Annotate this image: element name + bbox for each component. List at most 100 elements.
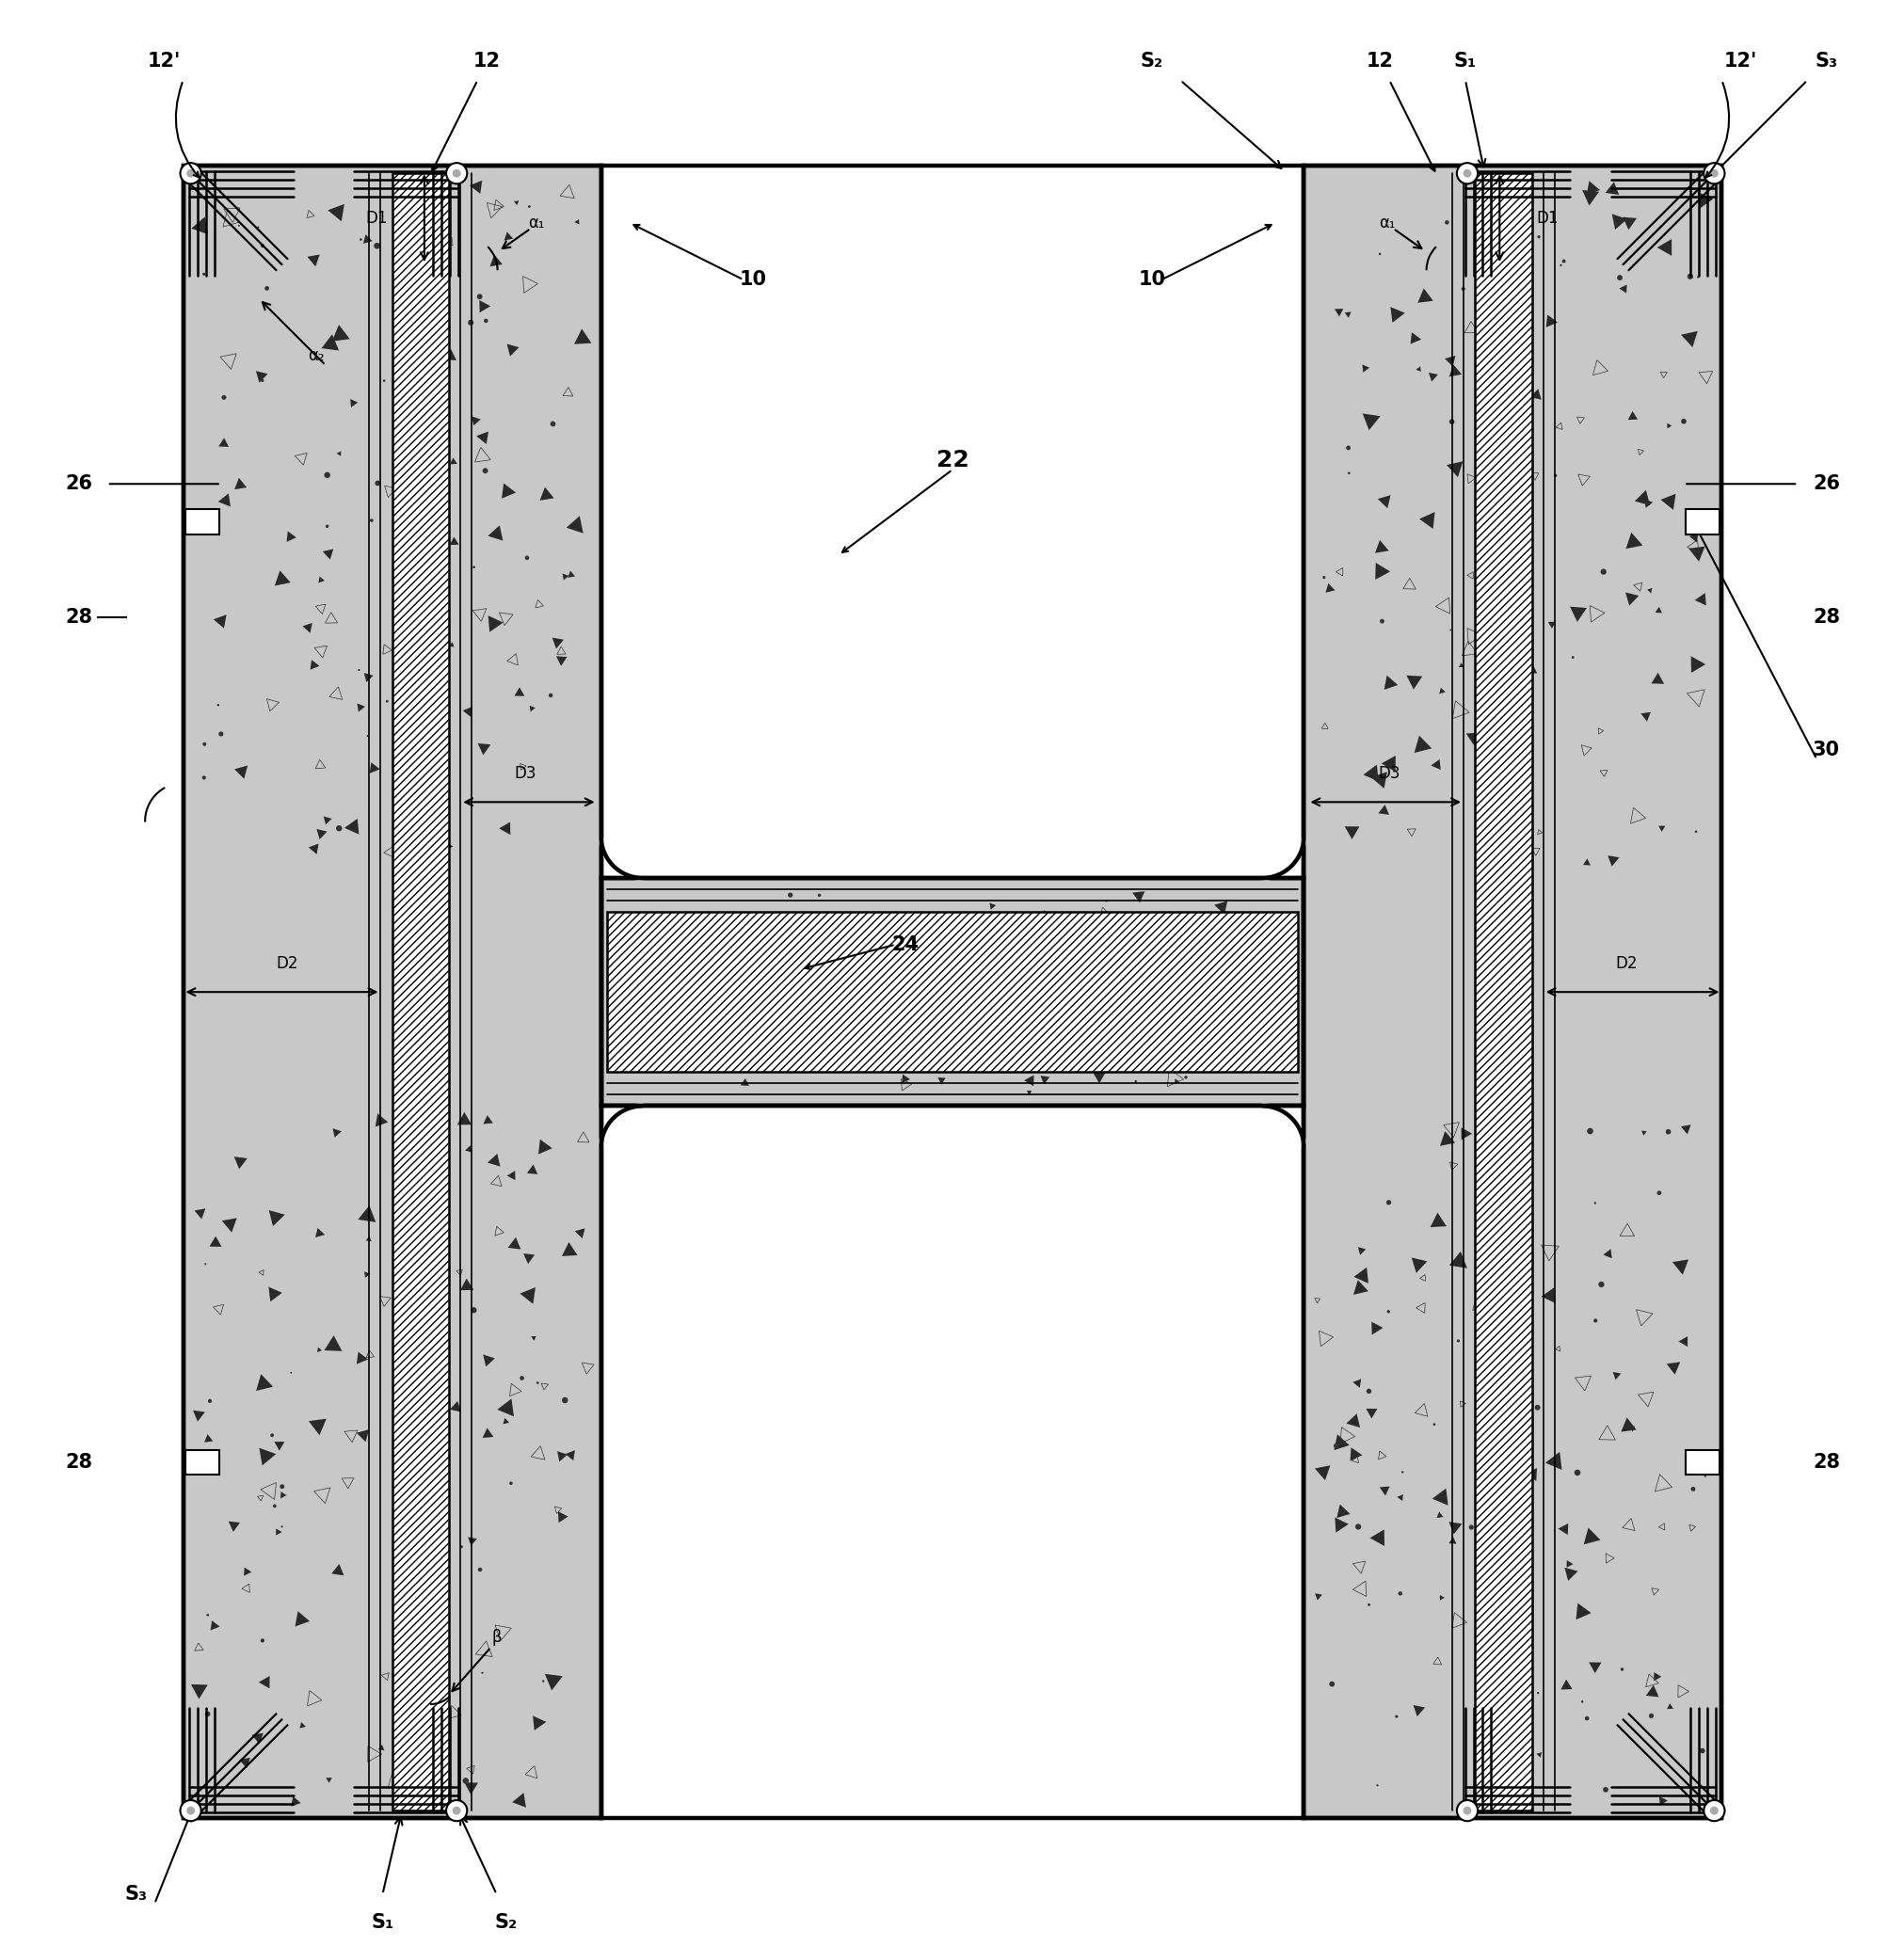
Circle shape [446, 1800, 466, 1821]
Polygon shape [1506, 574, 1517, 586]
Bar [185, 1450, 219, 1475]
Circle shape [1584, 1716, 1588, 1720]
Circle shape [1394, 1714, 1398, 1718]
Polygon shape [322, 335, 339, 350]
Circle shape [1104, 899, 1106, 901]
Circle shape [468, 319, 474, 325]
Bar [1302, 165, 1721, 1818]
Polygon shape [291, 1796, 301, 1806]
Circle shape [202, 741, 206, 745]
Bar [602, 165, 1302, 878]
Polygon shape [316, 829, 327, 839]
Circle shape [1066, 967, 1070, 971]
Polygon shape [1666, 422, 1672, 428]
Polygon shape [1677, 1337, 1687, 1347]
Circle shape [1514, 763, 1519, 769]
Polygon shape [1460, 1127, 1472, 1140]
Polygon shape [1361, 364, 1369, 372]
Polygon shape [1540, 1288, 1554, 1304]
Polygon shape [508, 1238, 520, 1249]
Polygon shape [1361, 413, 1380, 430]
Polygon shape [468, 1537, 476, 1545]
Polygon shape [1641, 1131, 1645, 1136]
Polygon shape [1582, 858, 1590, 866]
Circle shape [1679, 418, 1685, 424]
Polygon shape [1485, 1156, 1500, 1171]
Text: 12: 12 [1365, 53, 1394, 70]
Circle shape [1691, 1487, 1695, 1491]
Polygon shape [539, 1138, 552, 1154]
Polygon shape [1618, 284, 1626, 294]
Circle shape [1601, 1786, 1607, 1792]
Circle shape [1184, 992, 1190, 998]
Circle shape [1468, 1526, 1474, 1530]
Polygon shape [1508, 1551, 1521, 1563]
Polygon shape [497, 1399, 514, 1417]
Polygon shape [1131, 891, 1144, 903]
Text: 28: 28 [1813, 1452, 1839, 1471]
Polygon shape [449, 642, 453, 648]
Circle shape [1599, 568, 1605, 574]
Polygon shape [1375, 562, 1390, 580]
Polygon shape [1129, 1020, 1135, 1024]
Circle shape [1135, 1080, 1137, 1082]
Circle shape [387, 701, 388, 703]
Polygon shape [465, 1146, 472, 1152]
Polygon shape [1559, 1679, 1571, 1689]
Polygon shape [482, 1428, 493, 1438]
Polygon shape [773, 1055, 781, 1063]
Polygon shape [1137, 989, 1140, 994]
Polygon shape [562, 1242, 577, 1257]
Text: α₂: α₂ [308, 346, 324, 364]
Circle shape [537, 1382, 539, 1384]
Polygon shape [1089, 1068, 1108, 1084]
Polygon shape [565, 1450, 575, 1461]
Polygon shape [1175, 1078, 1179, 1084]
Polygon shape [337, 451, 341, 455]
Polygon shape [463, 706, 472, 718]
Circle shape [202, 272, 206, 276]
Circle shape [1243, 1053, 1247, 1057]
Circle shape [394, 1325, 400, 1331]
Polygon shape [478, 743, 491, 755]
Polygon shape [234, 1156, 248, 1170]
Circle shape [1457, 1339, 1458, 1343]
Text: 26: 26 [1813, 475, 1839, 494]
Polygon shape [1439, 1131, 1455, 1146]
Circle shape [1474, 776, 1481, 784]
Polygon shape [783, 1029, 790, 1037]
Polygon shape [1380, 755, 1396, 773]
Polygon shape [255, 1374, 272, 1391]
Bar [183, 165, 602, 1818]
Circle shape [883, 981, 887, 985]
Circle shape [470, 1308, 476, 1314]
Text: β: β [491, 1629, 501, 1646]
Polygon shape [484, 1115, 493, 1125]
Polygon shape [444, 841, 453, 850]
Polygon shape [1634, 490, 1649, 506]
Circle shape [484, 319, 487, 323]
Polygon shape [1611, 214, 1626, 230]
Polygon shape [514, 200, 518, 204]
Polygon shape [531, 1337, 535, 1341]
Circle shape [1559, 265, 1561, 267]
Polygon shape [432, 808, 440, 815]
Polygon shape [204, 1434, 213, 1442]
Polygon shape [1449, 364, 1460, 378]
Polygon shape [1502, 1170, 1512, 1179]
Polygon shape [1537, 1751, 1540, 1757]
Circle shape [461, 1545, 463, 1549]
Text: D2: D2 [276, 955, 299, 971]
Polygon shape [274, 570, 291, 586]
Polygon shape [1588, 1662, 1601, 1674]
Polygon shape [1628, 411, 1637, 420]
Polygon shape [449, 457, 457, 465]
Polygon shape [1384, 675, 1398, 689]
Polygon shape [1363, 765, 1378, 782]
Circle shape [548, 693, 552, 697]
Text: 12': 12' [1723, 53, 1757, 70]
Polygon shape [274, 1442, 284, 1450]
Circle shape [817, 893, 821, 897]
Polygon shape [1512, 1135, 1523, 1146]
Polygon shape [1413, 736, 1432, 753]
